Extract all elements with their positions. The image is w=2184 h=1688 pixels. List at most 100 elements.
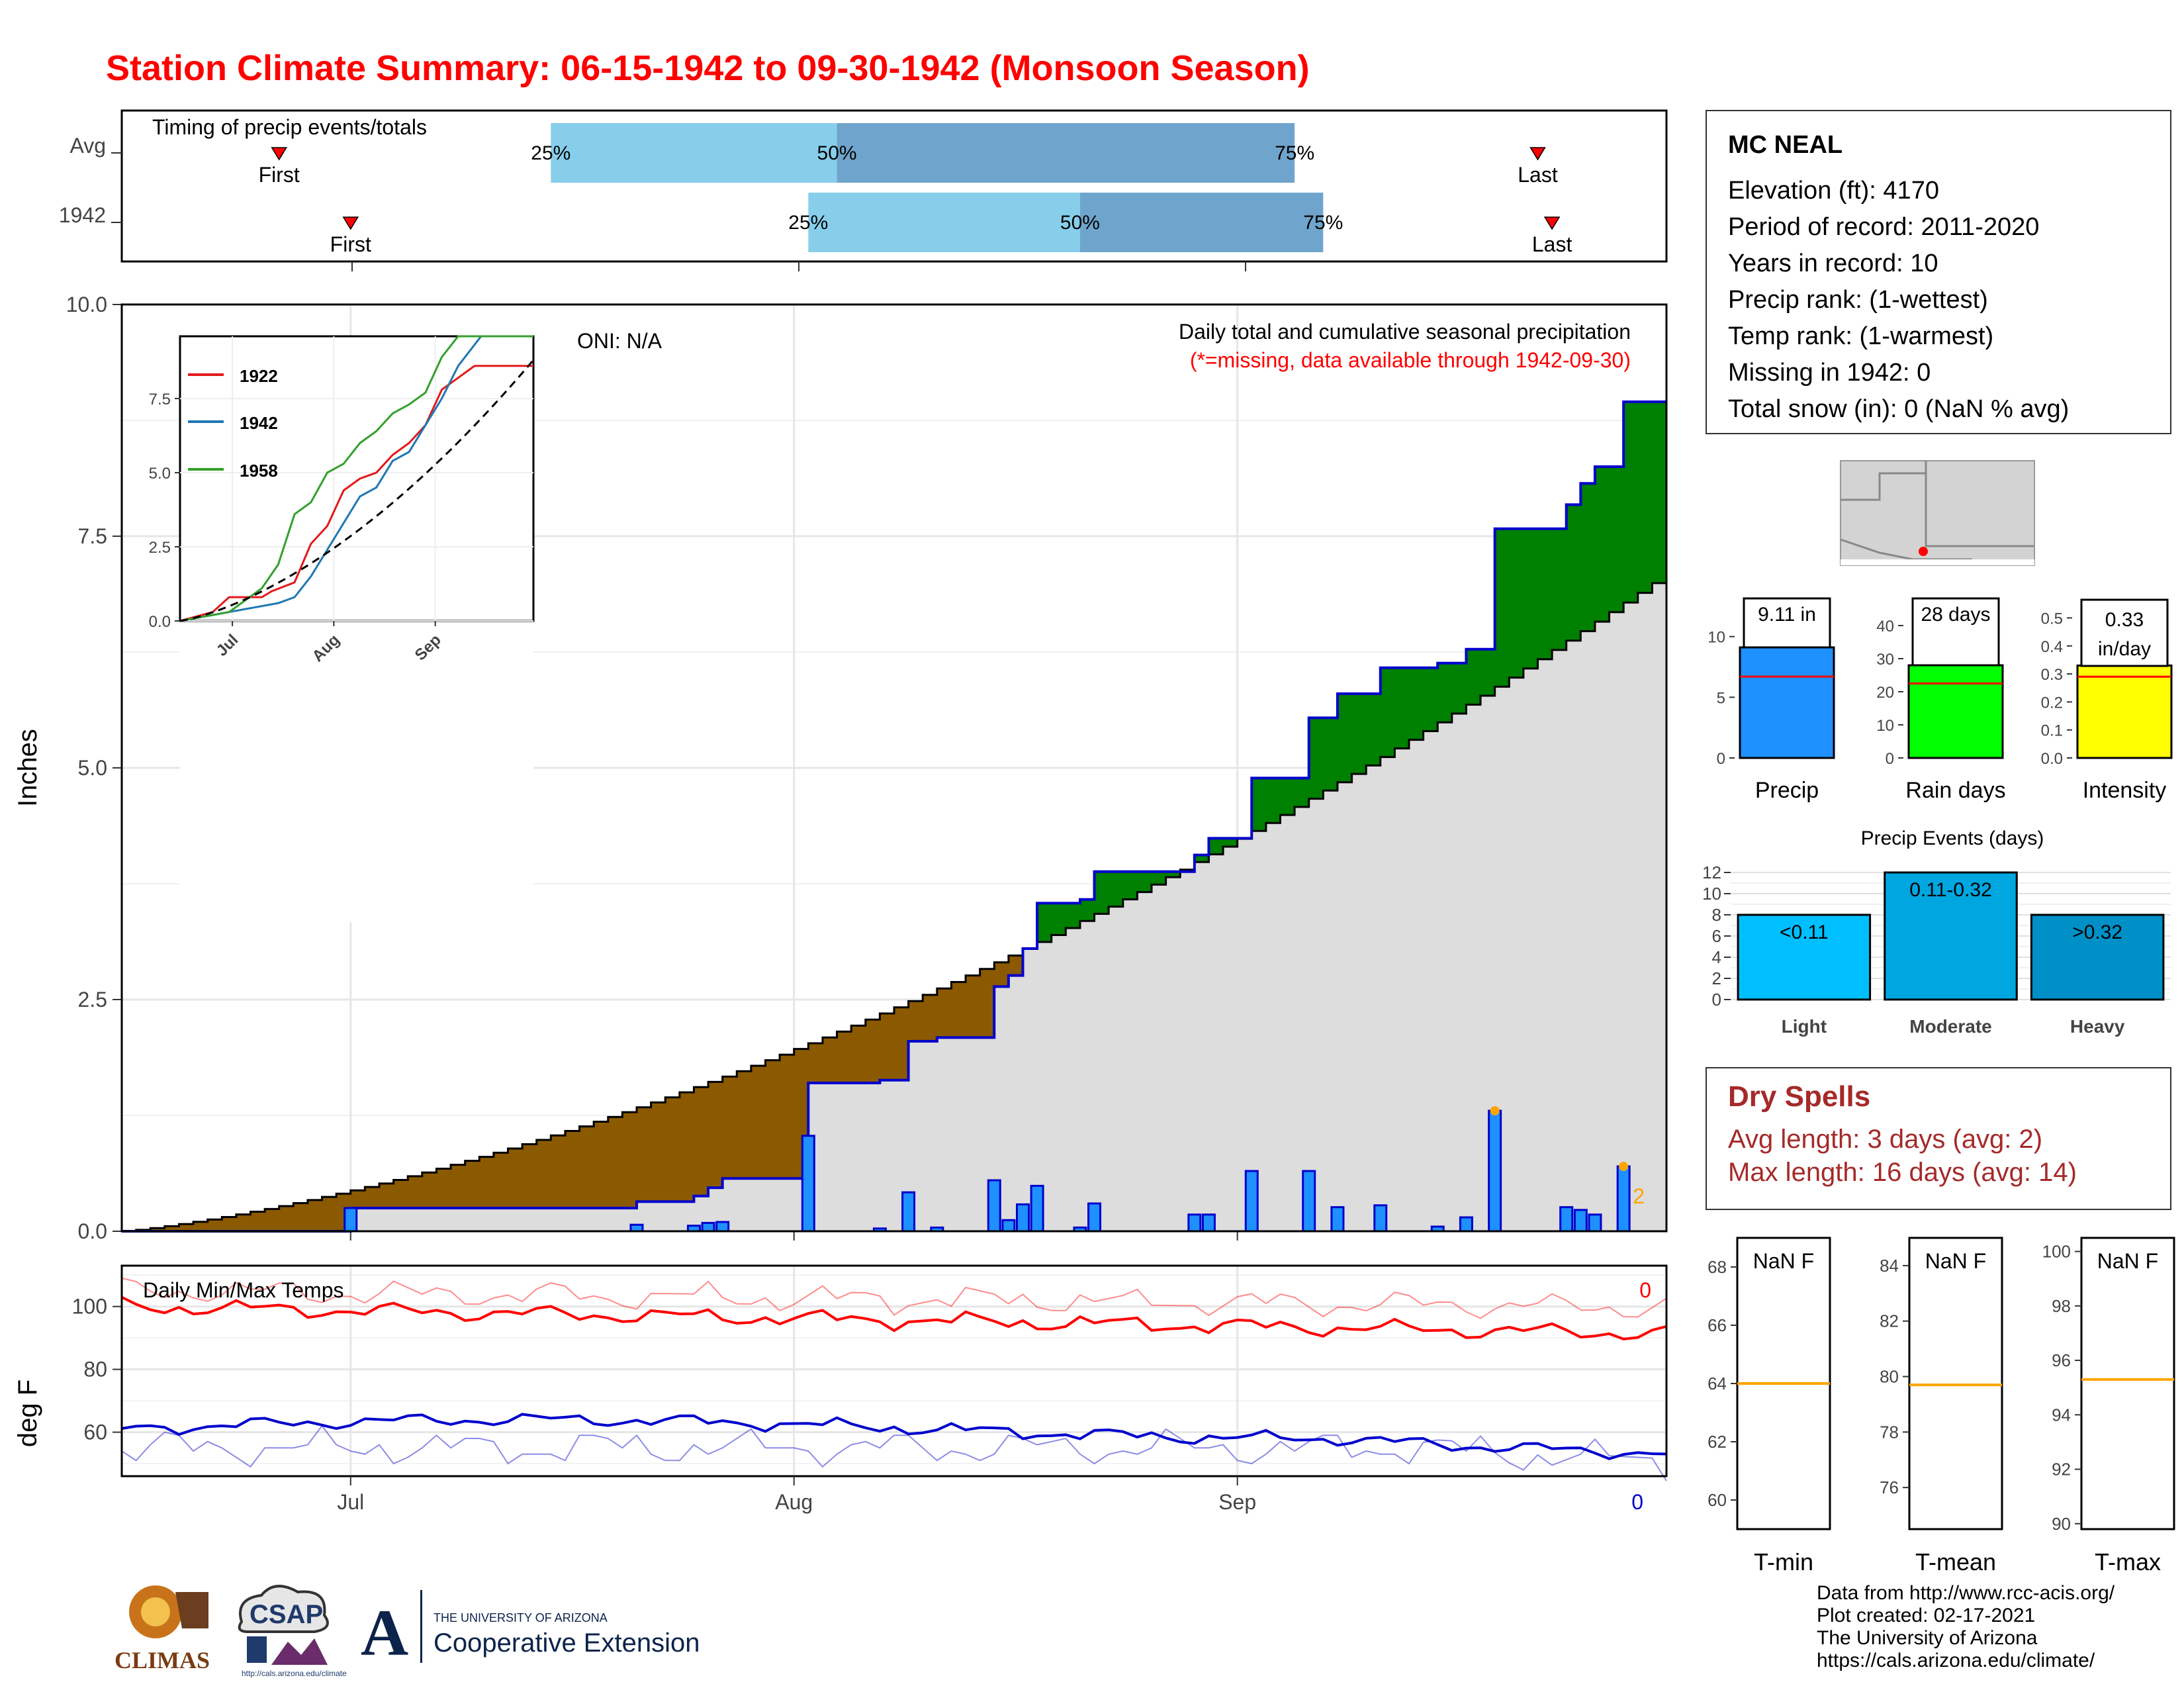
- station-missing: Missing in 1942: 0: [1728, 359, 1931, 387]
- departure-fill: [851, 1025, 866, 1083]
- mini-tick-label: 40: [1876, 618, 1894, 635]
- departure-fill: [493, 1152, 508, 1208]
- timing-last-label: Last: [1532, 232, 1572, 256]
- timing-last-marker: [1543, 216, 1561, 230]
- temp-gauge-tick-label: 100: [2042, 1242, 2071, 1262]
- daily-precip-bar: [343, 1207, 358, 1233]
- timing-bar-low: [808, 193, 1080, 252]
- mini-tick-label: 0.2: [2041, 694, 2063, 712]
- departure-fill: [1494, 528, 1510, 687]
- inset-line-1958: [179, 335, 533, 622]
- credit-data-source: Data from http://www.rcc-acis.org/: [1817, 1582, 2115, 1604]
- departure-fill: [1152, 871, 1167, 885]
- station-name: MC NEAL: [1728, 131, 1843, 159]
- departure-fill: [1580, 483, 1596, 632]
- inset-legend-1922: 1922: [240, 366, 278, 386]
- mini-bar-value-box: [1743, 597, 1831, 649]
- temp-gauge-value: NaN F: [1753, 1249, 1814, 1273]
- ua-logo: A THE UNIVERSITY OF ARIZONA Cooperative …: [361, 1590, 700, 1669]
- departure-fill: [1409, 667, 1424, 740]
- temp-gauge-tick-label: 96: [2052, 1350, 2071, 1370]
- departure-fill: [307, 1199, 323, 1231]
- departure-fill: [951, 982, 966, 1038]
- departure-fill: [923, 994, 938, 1041]
- daily-precip-bar: [1559, 1206, 1574, 1233]
- departure-fill: [1566, 504, 1581, 641]
- departure-fill: [508, 1149, 523, 1208]
- departure-fill: [765, 1060, 780, 1179]
- departure-fill: [1137, 871, 1152, 892]
- departure-fill: [1594, 467, 1610, 622]
- departure-fill: [1423, 667, 1438, 731]
- state-border-2: [1925, 461, 2034, 547]
- csap-url: http://cals.arizona.edu/climate: [242, 1669, 347, 1678]
- csap-text: CSAP: [250, 1600, 323, 1629]
- ua-big-text: Cooperative Extension: [433, 1628, 700, 1658]
- temp-ytick-label: 100: [72, 1295, 107, 1319]
- csap-logo: CSAP http://cals.arizona.edu/climate: [238, 1585, 347, 1678]
- dry-spells-box: Dry Spells Avg length: 3 days (avg: 2) M…: [1706, 1067, 2171, 1210]
- departure-fill: [1308, 718, 1324, 799]
- daily-precip-bar: [1302, 1170, 1316, 1233]
- timing-bar-low: [551, 123, 837, 183]
- daily-precip-bar: [1573, 1209, 1588, 1233]
- events-ytick-label: 12: [1702, 863, 1721, 882]
- departure-fill: [908, 1001, 923, 1041]
- dry-spells-avg: Avg length: 3 days (avg: 2): [1728, 1125, 2043, 1154]
- temp-gauge-tick-label: 80: [1880, 1367, 1899, 1387]
- temp-gauge-tick-label: 68: [1707, 1257, 1727, 1277]
- daily-max-line: [121, 1295, 1667, 1340]
- daily-precip-bar: [715, 1221, 730, 1233]
- temp-gauge-value: NaN F: [2097, 1249, 2158, 1273]
- temp-gauge-label: T-mean: [1915, 1548, 1996, 1575]
- temp-chart: 60 80 100 Daily Min/Max Temps 0 0: [13, 1264, 1668, 1514]
- temp-gauge-tick-label: 62: [1707, 1432, 1727, 1452]
- temp-gauge-tick-label: 98: [2052, 1296, 2071, 1316]
- departure-fill: [1623, 402, 1639, 603]
- main-ytick-label: 7.5: [78, 524, 107, 548]
- oni-label: ONI: N/A: [577, 329, 662, 353]
- logo-strip: CLIMAS CSAP http://cals.arizona.edu/clim…: [114, 1585, 700, 1678]
- timing-first-marker: [271, 147, 288, 161]
- timing-pct-label: 75%: [1303, 212, 1343, 234]
- station-precip-rank: Precip rank: (1-wettest): [1728, 286, 1988, 314]
- daily-precip-bar: [1616, 1165, 1631, 1233]
- departure-fill: [1523, 528, 1538, 669]
- timing-pct-label: 25%: [788, 212, 828, 234]
- departure-fill: [1451, 663, 1467, 714]
- departure-fill: [365, 1187, 380, 1208]
- temp-xtick-label: Jul: [337, 1490, 364, 1514]
- departure-fill: [708, 1082, 723, 1188]
- main-precip-chart: 0.0 2.5 5.0 7.5 10.0 Inches ONI: N/A Daily t…: [13, 293, 1668, 1243]
- mini-tick-label: 0.1: [2041, 722, 2063, 740]
- main-ytick-label: 5.0: [78, 756, 107, 780]
- events-bar-label: <0.11: [1780, 921, 1829, 943]
- main-subtitle: Daily total and cumulative seasonal prec…: [1179, 320, 1631, 344]
- temp-gauge-tick-label: 64: [1707, 1374, 1727, 1393]
- departure-fill: [1265, 778, 1281, 823]
- timing-row-label-avg: Avg: [69, 134, 106, 158]
- ua-letter: A: [361, 1596, 408, 1669]
- departure-fill: [1509, 528, 1524, 678]
- departure-fill: [393, 1180, 408, 1208]
- ua-small-text: THE UNIVERSITY OF ARIZONA: [433, 1611, 608, 1624]
- temp-missing-min: 0: [1631, 1490, 1643, 1514]
- temp-gauge-label: T-min: [1754, 1548, 1813, 1575]
- temp-gauge-tick-label: 76: [1880, 1477, 1899, 1497]
- timing-first-label: First: [259, 163, 300, 187]
- daily-precip-bar: [1016, 1203, 1030, 1233]
- events-bar: [1737, 914, 1872, 1001]
- departure-fill: [179, 1224, 194, 1231]
- departure-fill: [737, 1071, 752, 1179]
- timing-pct-label: 25%: [531, 142, 570, 164]
- departure-fill: [293, 1203, 308, 1231]
- station-snow: Total snow (in): 0 (NaN % avg): [1728, 395, 2070, 423]
- departure-fill: [679, 1092, 694, 1202]
- station-elevation: Elevation (ft): 4170: [1728, 177, 1939, 205]
- timing-first-marker: [342, 216, 359, 230]
- temp-gauge-tick-label: 84: [1880, 1256, 1899, 1276]
- events-bar-label: 0.11-0.32: [1909, 879, 1992, 901]
- events-ytick-label: 8: [1712, 905, 1721, 925]
- mini-tick-label: 0.4: [2041, 638, 2063, 656]
- departure-fill: [579, 1126, 594, 1208]
